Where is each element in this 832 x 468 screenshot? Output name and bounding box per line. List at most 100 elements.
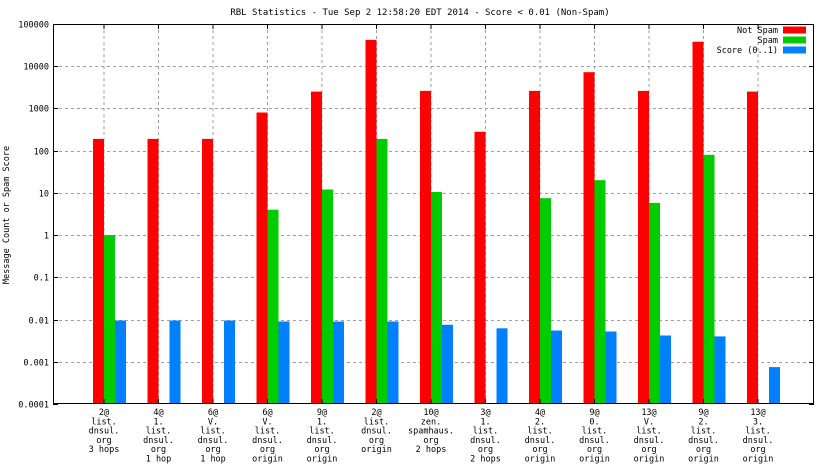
legend-label: Not Spam (737, 26, 778, 36)
bar-score-0-1 (224, 320, 235, 404)
x-category-label-line: 1 hop (200, 455, 226, 465)
x-category-label: 2@ list. dnsul. org origin (361, 408, 392, 455)
y-tick-label: 0.0001 (18, 401, 49, 411)
legend-swatch (783, 46, 806, 54)
x-category-label: 4@ 1. list. dnsul. org 1 hop (143, 408, 174, 465)
bar-not-spam (474, 131, 486, 405)
x-category-label-line: 2 hops (470, 455, 501, 465)
chart-title: RBL Statistics - Tue Sep 2 12:58:20 EDT … (230, 8, 609, 18)
x-category-label-line: dnsul. (361, 427, 392, 437)
bar-not-spam (256, 112, 268, 404)
x-category-label-line: dnsul. (688, 436, 719, 446)
x-category-label-line: 1. (480, 417, 490, 427)
x-category-label-line: 2. (698, 417, 708, 427)
bar-not-spam (93, 138, 104, 404)
bar-spam (431, 192, 442, 404)
x-category-label-line: dnsul. (579, 436, 610, 446)
x-category-label-line: list. (582, 427, 608, 437)
x-category-label-line: dnsul. (634, 436, 665, 446)
x-category-label-line: org (260, 445, 275, 455)
x-category-label-line: spamhaus. (408, 427, 454, 437)
x-category-label-line: zen. (421, 417, 441, 427)
x-category-label-line: list. (309, 427, 335, 437)
y-tick-label: 1 (44, 232, 49, 242)
y-tick-label: 1000 (29, 105, 49, 115)
x-category-label-line: org (423, 436, 438, 446)
x-category-label: 2@ list. dnsul. org 3 hops (89, 408, 120, 455)
x-category-label: 9@ 0. list. dnsul. org origin (579, 408, 610, 465)
legend-label: Spam (758, 36, 778, 46)
x-category-label-line: V. (644, 417, 654, 427)
x-category-label-line: V. (208, 417, 218, 427)
x-category-label: 9@ 1. list. dnsul. org origin (307, 408, 338, 465)
x-category-label-line: dnsul. (198, 436, 229, 446)
x-category-label-line: 3 hops (89, 445, 120, 455)
x-category-label: 9@ 2. list. dnsul. org origin (688, 408, 719, 465)
x-category-label-line: 4@ (535, 408, 545, 418)
x-category-label-line: list. (636, 427, 662, 437)
x-category-label-line: 3. (753, 417, 763, 427)
x-category-label-line: 0. (589, 417, 599, 427)
bar-spam (104, 235, 115, 404)
x-category-label-line: 3@ (480, 408, 490, 418)
x-category-label: 6@ V. list. dnsul. org 1 hop (198, 408, 229, 465)
x-category-label-line: 1. (153, 417, 163, 427)
x-category-label: 6@ V. list. dnsul. org origin (252, 408, 283, 465)
legend-swatch (783, 26, 806, 34)
x-category-label-line: list. (527, 427, 553, 437)
x-category-label-line: 6@ (208, 408, 218, 418)
bar-spam (540, 198, 551, 404)
bar-not-spam (747, 91, 758, 404)
x-category-label-line: dnsul. (470, 436, 501, 446)
bar-spam (267, 209, 279, 404)
x-category-label-line: 13@ (750, 408, 765, 418)
x-category-label-line: origin (525, 455, 556, 465)
bar-score-0-1 (442, 324, 453, 404)
x-category-label-line: org (369, 436, 384, 446)
x-category-label-line: list. (691, 427, 717, 437)
x-category-label-line: origin (743, 455, 774, 465)
bar-score-0-1 (605, 331, 617, 404)
bar-spam (322, 189, 333, 404)
x-category-label-line: 1. (317, 417, 327, 427)
x-category-label-line: origin (579, 455, 610, 465)
y-tick-label: 100 (34, 148, 49, 158)
x-category-label-line: list. (146, 427, 172, 437)
x-category-label-line: 6@ (262, 408, 272, 418)
x-category-label: 13@ V. list. dnsul. org origin (634, 408, 665, 465)
bar-not-spam (147, 138, 159, 404)
x-category-label-line: list. (473, 427, 499, 437)
bar-score-0-1 (278, 321, 290, 404)
x-category-label-line: origin (634, 455, 665, 465)
x-category-label-line: 2@ (371, 408, 381, 418)
x-category-label: 10@ zen. spamhaus. org 2 hops (408, 408, 454, 455)
axis-layer: 0.0001 0.001 0.01 0.1 1 10 100 1000 10000 100000 2… (18, 21, 814, 465)
bar-not-spam (311, 91, 322, 404)
bar-score-0-1 (387, 321, 399, 404)
bar-score-0-1 (169, 320, 181, 404)
x-category-label-line: 9@ (698, 408, 708, 418)
bar-not-spam (638, 90, 649, 405)
x-category-label-line: org (205, 445, 220, 455)
bar-score-0-1 (496, 328, 508, 404)
x-category-label-line: dnsul. (743, 436, 774, 446)
x-category-label-line: org (478, 445, 493, 455)
x-category-label-line: origin (252, 455, 283, 465)
bar-spam (703, 154, 715, 404)
bar-not-spam (202, 138, 213, 404)
x-category-label-line: V. (262, 417, 272, 427)
x-category-label-line: origin (688, 455, 719, 465)
bar-score-0-1 (333, 321, 344, 404)
x-category-label-line: dnsul. (525, 436, 556, 446)
x-category-label-line: dnsul. (143, 436, 174, 446)
y-tick-label: 10 (39, 190, 49, 200)
bar-layer (93, 39, 780, 405)
y-tick-label: 0.001 (23, 359, 49, 369)
x-category-label-line: org (532, 445, 547, 455)
x-category-label-line: org (96, 436, 111, 446)
bar-not-spam (583, 72, 595, 404)
x-category-label-line: 10@ (423, 408, 438, 418)
bar-not-spam (692, 41, 704, 404)
x-category-label-line: 4@ (153, 408, 163, 418)
